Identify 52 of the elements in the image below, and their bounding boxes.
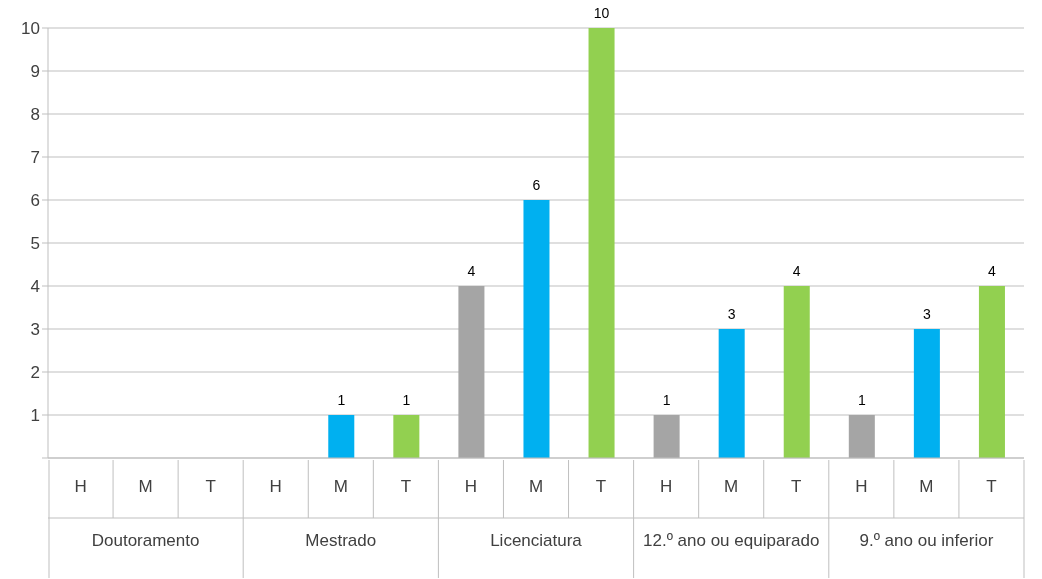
y-tick-label: 7 [30,148,40,168]
x-tick-label: M [138,477,153,496]
text: Licenciatura [490,531,583,550]
data-label: 6 [532,177,541,193]
data-label: 10 [593,5,610,21]
y-tick-label: 4 [30,277,40,297]
data-label: 3 [922,306,931,322]
data-label: 4 [792,263,801,279]
x-tick-label: M [528,477,544,496]
y-tick-label: 9 [30,62,40,82]
text: Mestrado [305,531,377,550]
x-tick-label: T [400,477,412,496]
bar [848,415,875,458]
x-tick-label: M [724,477,739,496]
x-tick-label: H [74,477,87,496]
data-label: 1 [337,392,346,408]
y-tick-label: 5 [30,234,40,254]
x-tick-label: T [791,477,802,496]
data-label: 4 [988,263,997,279]
data-label: 3 [727,306,736,322]
bar [588,28,615,458]
bar [718,329,745,458]
bar [328,415,355,458]
bar [783,286,810,458]
y-tick-label: 8 [30,105,40,125]
x-tick-label: H [464,477,478,496]
data-label: 1 [402,392,411,408]
data-label: 4 [467,263,476,279]
x-tick-label: T [986,477,997,496]
data-label: 1 [662,392,671,408]
y-tick-label: 2 [30,363,40,383]
y-tick-label: 6 [30,191,40,211]
x-tick-label: T [595,477,607,496]
bar [393,415,420,458]
text: 9.º ano ou inferior [859,531,994,550]
y-tick-label: 1 [30,406,40,426]
x-tick-label: H [269,477,282,496]
y-tick-label: 10 [21,19,40,39]
bar [653,415,680,458]
text: 12.º ano ou equiparado [643,531,820,550]
bar [978,286,1005,458]
x-tick-label: H [855,477,868,496]
data-label: 1 [857,392,866,408]
x-tick-label: M [333,477,348,496]
bar [458,286,485,458]
text: Doutoramento [91,531,200,550]
x-tick-label: H [659,477,673,496]
x-tick-label: M [919,477,934,496]
bar [523,200,550,458]
x-tick-label: T [205,477,216,496]
y-tick-label: 3 [30,320,40,340]
bar [913,329,940,458]
